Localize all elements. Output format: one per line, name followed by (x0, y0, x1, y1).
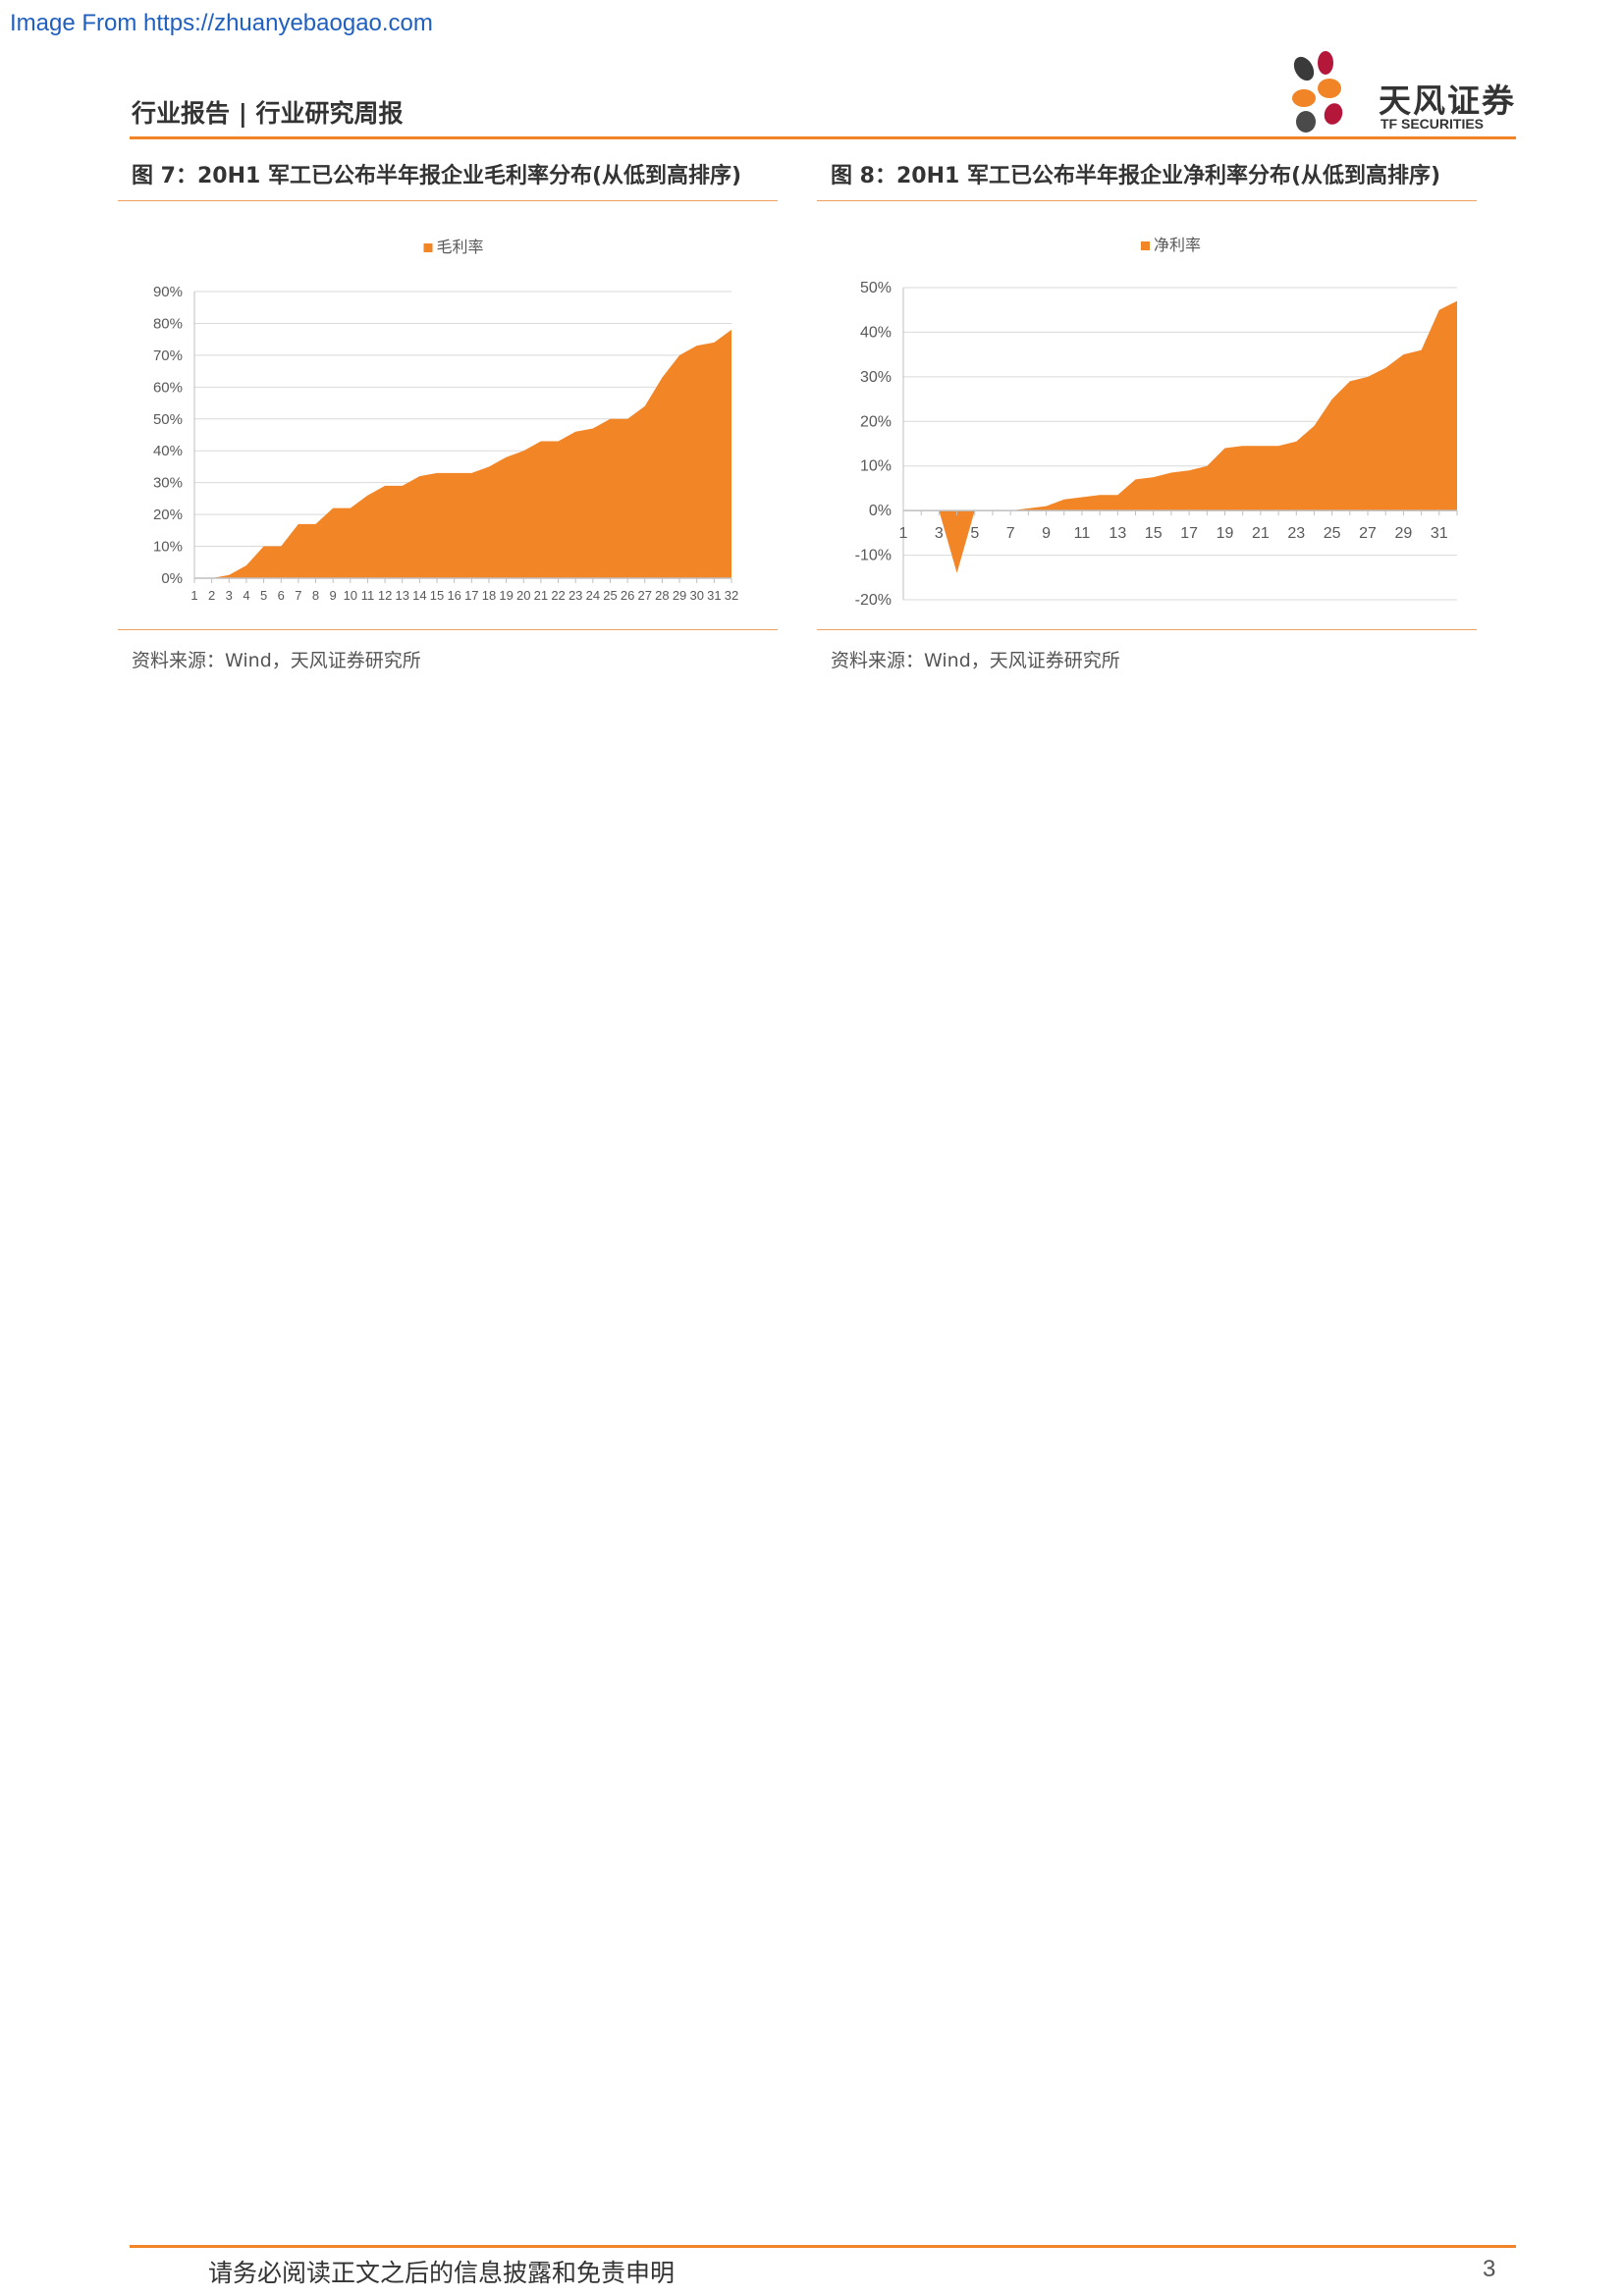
x-tick-label: 27 (638, 588, 652, 603)
y-tick-label: 40% (860, 324, 892, 341)
y-tick-label: 80% (153, 315, 183, 332)
x-tick-label: 27 (1359, 525, 1377, 542)
figure-top-rule (118, 200, 778, 201)
gross-margin-chart: 毛利率 0% 10% 20% 30% 40% 50% 60% 70% 80% 90% 1 2 3 4 5 6 7 8… (118, 201, 778, 629)
y-tick-label: 0% (161, 570, 183, 587)
x-tick-label: 13 (396, 588, 409, 603)
x-tick-label: 20 (516, 588, 530, 603)
figure-gross-margin: 图 7：20H1 军工已公布半年报企业毛利率分布(从低到高排序) 毛利率 0% 10… (118, 155, 778, 672)
x-tick-label: 24 (586, 588, 600, 603)
y-tick-label: 0% (869, 503, 892, 519)
x-tick-label: 23 (1287, 525, 1305, 542)
x-tick-label: 21 (534, 588, 548, 603)
y-tick-label: 20% (860, 413, 892, 430)
x-tick-label: 8 (312, 588, 319, 603)
y-tick-label: 50% (153, 411, 183, 428)
legend-swatch (423, 243, 433, 252)
logo-english-name: TF SECURITIES (1380, 116, 1485, 132)
x-tick-label: 5 (260, 588, 267, 603)
x-tick-label: 3 (935, 525, 944, 542)
x-tick-label: 31 (707, 588, 721, 603)
x-tick-label: 31 (1431, 525, 1448, 542)
figure-source: 资料来源：Wind，天风证券研究所 (132, 650, 421, 671)
x-tick-label: 11 (361, 588, 375, 603)
x-tick-label: 25 (1324, 525, 1341, 542)
x-tick-label: 11 (1074, 525, 1091, 542)
figure-source: 资料来源：Wind，天风证券研究所 (831, 650, 1120, 671)
y-tick-label: 40% (153, 443, 183, 459)
x-tick-label: 19 (1217, 525, 1234, 542)
x-tick-label: 10 (344, 588, 357, 603)
x-tick-label: 9 (330, 588, 337, 603)
y-tick-label: -20% (855, 592, 892, 609)
x-tick-label: 5 (970, 525, 979, 542)
report-header-title: 行业报告 | 行业研究周报 (132, 99, 404, 128)
x-tick-label: 25 (603, 588, 617, 603)
net-margin-chart: 净利率 -20% -10% 0% 10% 20% 30% 40% 50% 1 3 5 7 9 11 13 15 1… (817, 201, 1477, 629)
x-tick-label: 32 (725, 588, 738, 603)
x-tick-label: 14 (412, 588, 426, 603)
x-tick-label: 15 (1145, 525, 1163, 542)
x-tick-label: 1 (899, 525, 908, 542)
net-margin-area-chart: 净利率-20%-10%0%10%20%30%40%50%1 3 5 7 9 11 13 15 1… (855, 236, 1458, 609)
watermark-link[interactable]: Image From https://zhuanyebaogao.com (10, 10, 433, 36)
y-tick-label: 70% (153, 347, 183, 364)
y-tick-label: 50% (860, 280, 892, 296)
y-tick-label: 90% (153, 284, 183, 300)
x-tick-label: 18 (482, 588, 496, 603)
legend-label: 毛利率 (437, 238, 484, 256)
x-tick-label: 21 (1252, 525, 1270, 542)
x-tick-label: 7 (295, 588, 301, 603)
x-tick-label: 19 (499, 588, 513, 603)
legend-label: 净利率 (1154, 236, 1201, 254)
y-tick-label: -10% (855, 548, 892, 564)
footer-disclaimer: 请务必阅读正文之后的信息披露和免责申明 (208, 2259, 676, 2287)
y-tick-label: 20% (153, 507, 183, 523)
x-tick-label: 16 (447, 588, 460, 603)
x-tick-label: 26 (621, 588, 634, 603)
x-tick-label: 15 (430, 588, 444, 603)
x-tick-label: 12 (378, 588, 392, 603)
x-tick-label: 4 (243, 588, 249, 603)
figure-title: 图 7：20H1 军工已公布半年报企业毛利率分布(从低到高排序) (132, 164, 742, 188)
x-tick-label: 13 (1109, 525, 1126, 542)
area-series (194, 329, 731, 578)
x-tick-label: 29 (673, 588, 686, 603)
x-tick-label: 6 (278, 588, 285, 603)
footer-divider (130, 2245, 1516, 2248)
x-tick-label: 17 (1180, 525, 1198, 542)
figure-top-rule (817, 200, 1477, 201)
area-series (903, 300, 1457, 573)
figure-bottom-rule (817, 629, 1477, 630)
figure-bottom-rule (118, 629, 778, 630)
x-tick-label: 29 (1395, 525, 1413, 542)
figure-net-margin: 图 8：20H1 军工已公布半年报企业净利率分布(从低到高排序) 净利率 -20%… (817, 155, 1477, 672)
y-tick-label: 60% (153, 379, 183, 396)
header-divider (130, 136, 1516, 139)
x-tick-label: 9 (1042, 525, 1051, 542)
x-tick-label: 22 (551, 588, 565, 603)
y-tick-label: 30% (153, 475, 183, 492)
x-tick-label: 30 (689, 588, 703, 603)
x-tick-label: 7 (1006, 525, 1015, 542)
x-tick-label: 2 (208, 588, 215, 603)
petal-logo-icon (1292, 51, 1343, 133)
x-tick-label: 1 (190, 588, 197, 603)
y-tick-label: 10% (153, 539, 183, 556)
legend-swatch (1141, 241, 1150, 250)
x-tick-label: 28 (655, 588, 669, 603)
x-tick-label: 23 (568, 588, 582, 603)
y-tick-label: 10% (860, 458, 892, 475)
page-number: 3 (1483, 2256, 1496, 2282)
x-tick-label: 3 (226, 588, 233, 603)
logo-chinese-name: 天风证券 (1379, 81, 1516, 120)
y-tick-label: 30% (860, 369, 892, 386)
tf-securities-logo: 天风证券 TF SECURITIES (1286, 51, 1518, 139)
figure-title: 图 8：20H1 军工已公布半年报企业净利率分布(从低到高排序) (831, 164, 1441, 188)
x-tick-label: 17 (464, 588, 478, 603)
